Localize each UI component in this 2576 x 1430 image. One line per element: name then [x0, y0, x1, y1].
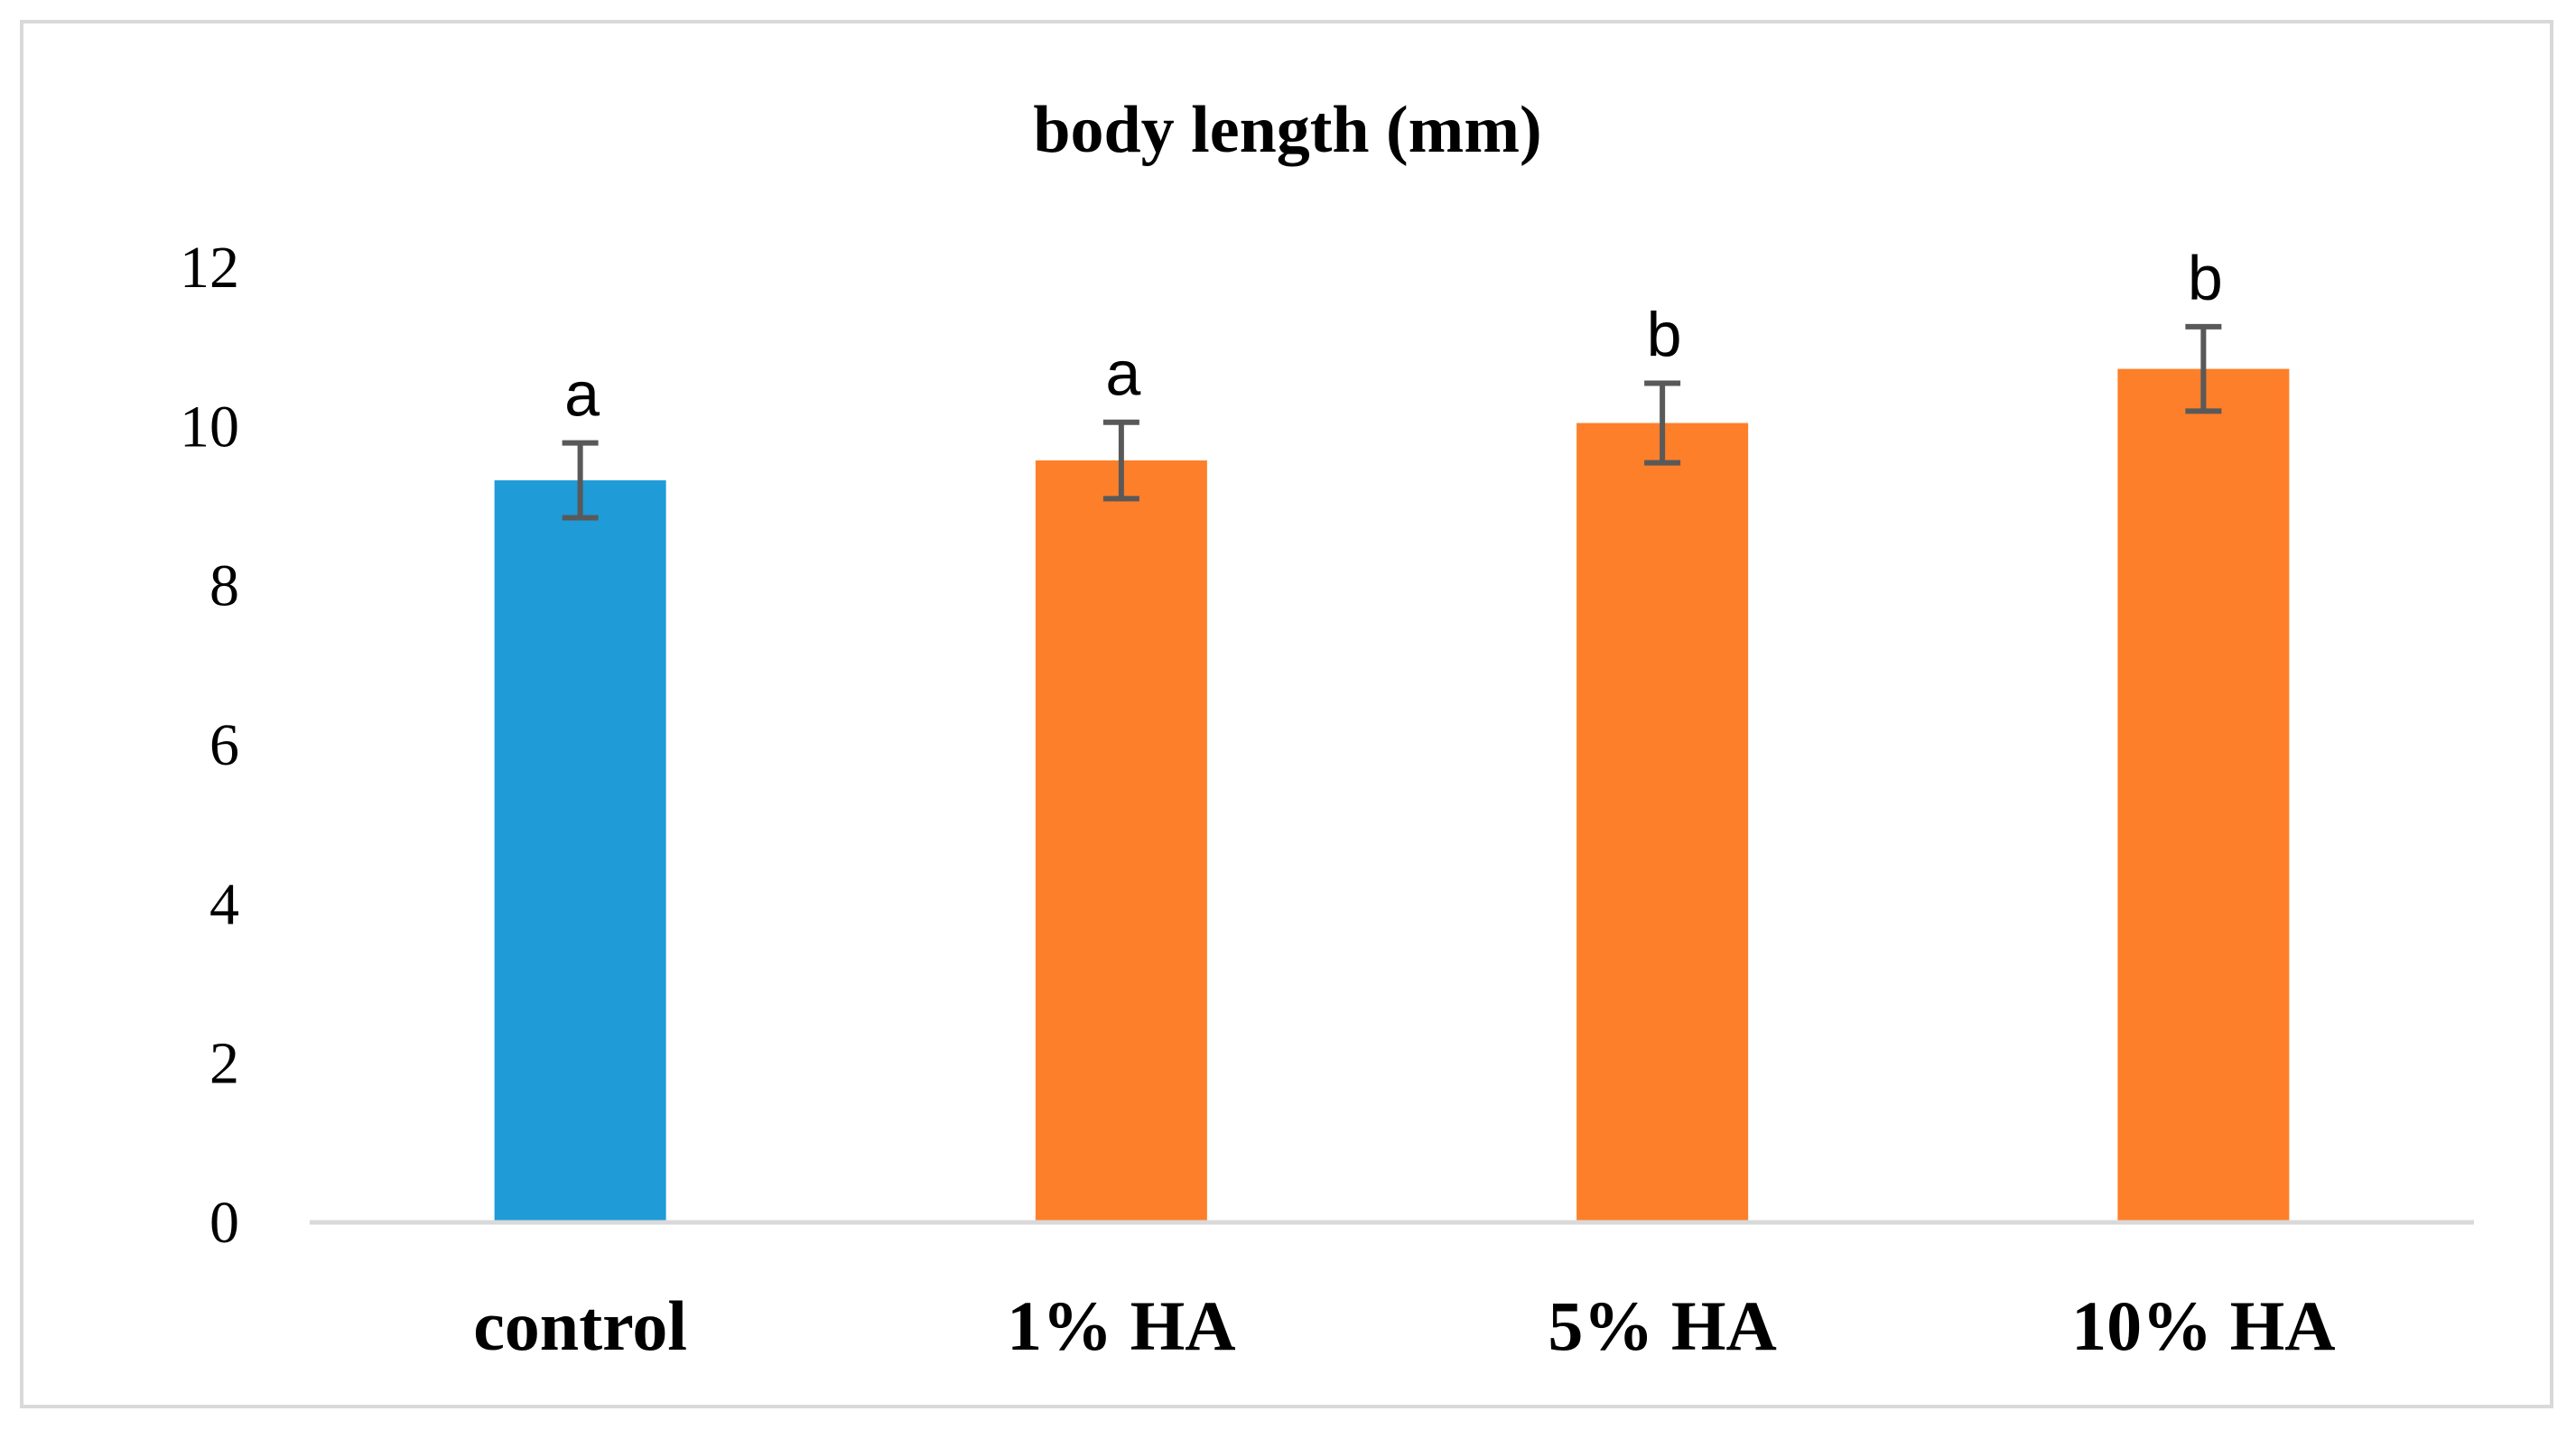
y-tick-label: 4	[209, 871, 239, 937]
bar	[1576, 422, 1749, 1221]
x-category-label: control	[473, 1286, 687, 1365]
y-tick-label: 10	[180, 394, 239, 460]
bar	[494, 480, 666, 1221]
y-tick-label: 2	[209, 1031, 239, 1097]
error-bar	[562, 440, 599, 521]
significance-label: a	[564, 359, 600, 430]
significance-label: b	[2188, 243, 2223, 313]
significance-labels: a a b b	[564, 243, 2223, 430]
significance-label: b	[1647, 299, 1682, 369]
x-category-label: 1% HA	[1007, 1286, 1236, 1365]
error-bars	[562, 323, 2222, 521]
y-tick-label: 6	[209, 712, 239, 778]
significance-label: a	[1105, 339, 1140, 409]
y-tick-label: 8	[209, 553, 239, 619]
y-tick-label: 0	[209, 1190, 239, 1256]
bar	[2117, 368, 2290, 1221]
y-tick-label: 12	[180, 235, 239, 301]
x-category-label: 5% HA	[1548, 1286, 1777, 1365]
x-axis-category-labels: control 1% HA 5% HA 10% HA	[473, 1286, 2335, 1365]
error-bar	[1102, 419, 1139, 502]
x-category-label: 10% HA	[2071, 1286, 2336, 1365]
error-bar	[1644, 380, 1681, 466]
error-bar	[2185, 323, 2222, 414]
bar	[1035, 460, 1207, 1221]
bars	[494, 368, 2290, 1221]
chart-title: body length (mm)	[1033, 93, 1541, 167]
y-axis-tick-labels: 0 2 4 6 8 10 12	[180, 235, 239, 1256]
